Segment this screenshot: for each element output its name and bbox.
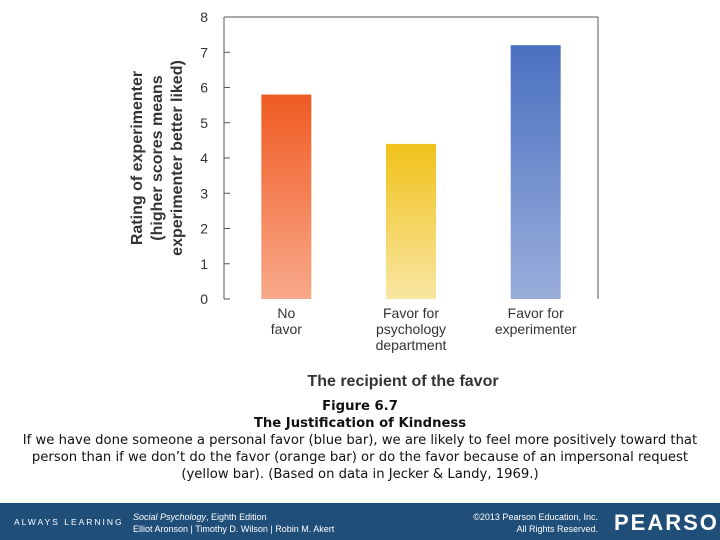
rights: All Rights Reserved. (516, 524, 598, 534)
copyright: ©2013 Pearson Education, Inc. (473, 512, 598, 522)
bar (386, 143, 436, 299)
x-category-label: No favor (271, 305, 302, 337)
y-tick-label: 2 (200, 221, 208, 237)
bar (261, 94, 312, 299)
footer-bar: ALWAYS LEARNING Social Psychology, Eight… (0, 503, 720, 540)
tagline: ALWAYS LEARNING (14, 517, 124, 527)
y-axis-label-line: (higher scores means (149, 75, 166, 241)
y-tick-label: 0 (200, 291, 208, 307)
copyright-info: ©2013 Pearson Education, Inc. All Rights… (440, 511, 598, 535)
x-axis-title: The recipient of the favor (307, 373, 498, 390)
book-edition: , Eighth Edition (206, 512, 267, 522)
x-category-label: Favor for experimenter (495, 305, 577, 337)
figure-title: The Justification of Kindness (253, 416, 467, 431)
y-tick-label: 4 (200, 150, 208, 166)
y-axis-label: Rating of experimenter (higher scores mea… (129, 60, 186, 256)
y-axis-label-line: Rating of experimenter (129, 71, 146, 245)
x-category-label: Favor for psychology department (376, 305, 447, 353)
book-authors: Elliot Aronson | Timothy D. Wilson | Rob… (133, 524, 335, 534)
y-axis-label-line: experimenter better liked) (169, 60, 186, 256)
figure-number: Figure 6.7 (322, 399, 398, 414)
bar-chart: Rating of experimenter (higher scores mea… (129, 9, 599, 390)
y-tick-label: 6 (200, 80, 208, 96)
bar (510, 45, 561, 300)
figure-description: If we have done someone a personal favor… (22, 433, 698, 482)
y-tick-label: 7 (200, 44, 208, 60)
book-title: Social Psychology (133, 512, 207, 522)
y-tick-label: 3 (200, 185, 208, 201)
y-tick-label: 5 (200, 115, 208, 131)
y-tick-label: 1 (200, 256, 208, 272)
book-info: Social Psychology, Eighth Edition Elliot… (133, 511, 334, 535)
y-tick-label: 8 (200, 9, 208, 25)
publisher-logo: PEARSON (614, 510, 720, 535)
figure-caption: Figure 6.7 The Justification of Kindness… (0, 398, 720, 483)
